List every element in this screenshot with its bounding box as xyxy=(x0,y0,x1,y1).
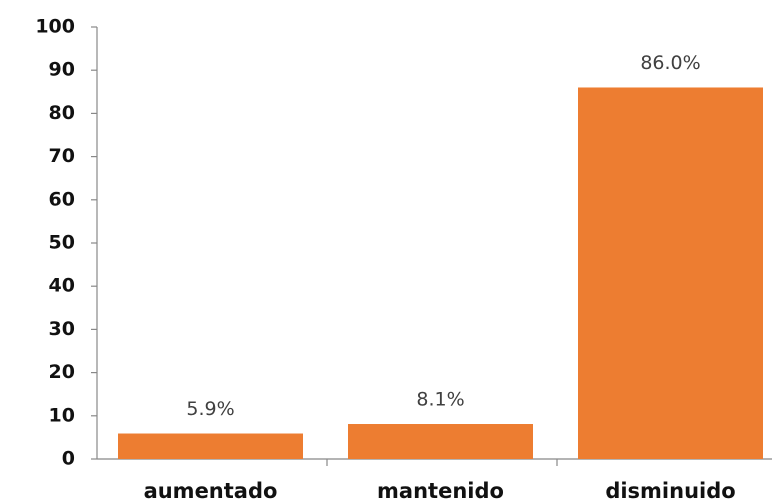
value-label: 8.1% xyxy=(416,389,464,411)
value-label: 5.9% xyxy=(186,398,234,420)
y-tick-label: 60 xyxy=(49,188,75,210)
y-tick-label: 90 xyxy=(49,59,75,81)
y-tick-label: 30 xyxy=(49,318,75,340)
bar xyxy=(578,87,763,459)
value-label: 86.0% xyxy=(640,52,700,74)
y-tick-label: 40 xyxy=(49,275,75,297)
y-tick-label: 80 xyxy=(49,102,75,124)
y-tick-label: 50 xyxy=(49,232,75,254)
bar xyxy=(348,424,533,459)
y-tick-label: 10 xyxy=(49,404,75,426)
y-tick-label: 100 xyxy=(35,16,75,38)
x-tick-label: disminuido xyxy=(605,479,735,503)
x-tick-label: mantenido xyxy=(377,479,504,503)
y-tick-label: 20 xyxy=(49,361,75,383)
bar xyxy=(118,433,303,459)
y-tick-label: 0 xyxy=(62,448,75,470)
x-tick-label: aumentado xyxy=(144,479,278,503)
y-tick-label: 70 xyxy=(49,145,75,167)
